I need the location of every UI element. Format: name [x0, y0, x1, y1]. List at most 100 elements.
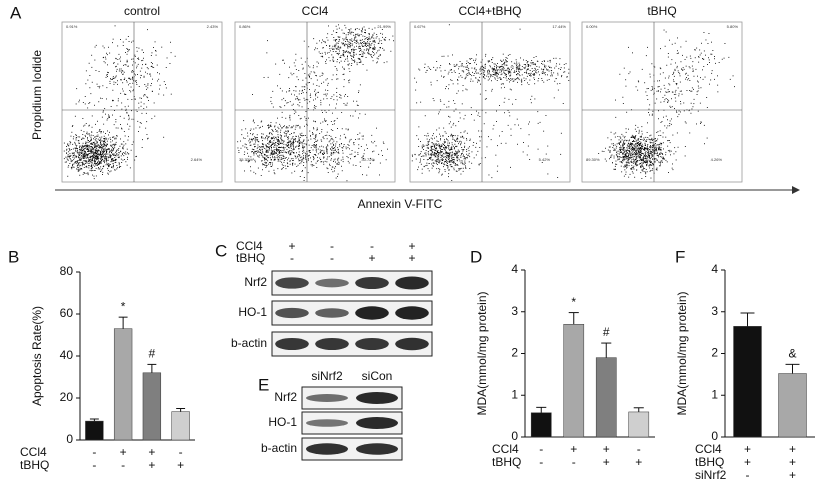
dot — [78, 169, 80, 171]
dot — [343, 55, 345, 57]
dot — [426, 70, 428, 71]
dot — [96, 153, 98, 154]
dot — [347, 34, 349, 36]
dot — [633, 135, 634, 137]
dot — [633, 161, 634, 163]
dot — [479, 73, 481, 75]
dot — [447, 166, 449, 168]
dot — [299, 118, 301, 120]
dot — [309, 130, 311, 132]
dot — [512, 66, 514, 68]
dot — [489, 60, 491, 62]
dot — [288, 137, 290, 139]
dot — [458, 73, 460, 74]
dot — [541, 61, 543, 62]
dot — [692, 61, 694, 63]
dot — [315, 146, 317, 148]
dot — [349, 42, 351, 44]
dot — [73, 152, 75, 153]
dot — [645, 151, 647, 153]
dot — [476, 63, 477, 65]
dot — [662, 72, 664, 74]
dot — [420, 158, 421, 160]
dot — [378, 55, 380, 57]
dot — [560, 69, 561, 70]
dot — [658, 144, 660, 146]
dot — [253, 149, 255, 151]
dot — [646, 146, 648, 148]
dot — [170, 41, 171, 43]
dot — [436, 153, 437, 155]
dot — [668, 140, 670, 141]
dot — [116, 135, 117, 137]
dot — [641, 146, 642, 148]
dot — [642, 148, 644, 150]
dot — [641, 165, 643, 166]
dot — [272, 153, 273, 155]
dot — [383, 38, 385, 40]
dot — [631, 161, 633, 163]
dot — [95, 44, 97, 46]
dot — [112, 153, 114, 155]
dot — [127, 61, 128, 63]
dot — [313, 65, 314, 67]
dot — [418, 138, 419, 140]
dot — [273, 142, 274, 144]
dot — [151, 52, 153, 54]
dot — [439, 99, 441, 101]
dot — [638, 152, 640, 154]
dot — [312, 67, 314, 69]
dot — [315, 98, 316, 100]
dot — [84, 157, 86, 159]
dot — [432, 143, 434, 145]
dot — [458, 66, 460, 68]
dot — [437, 155, 439, 157]
dot — [144, 84, 146, 85]
dot — [640, 172, 642, 174]
dot — [151, 83, 152, 84]
dot — [464, 78, 466, 80]
dot — [355, 53, 357, 55]
dot — [445, 151, 447, 153]
dot — [377, 50, 379, 52]
dot — [337, 152, 339, 154]
dot — [495, 154, 497, 156]
dot — [475, 69, 477, 71]
dot — [260, 126, 261, 128]
dot — [442, 159, 444, 161]
dot — [84, 163, 86, 164]
dot — [636, 139, 638, 141]
dot — [440, 65, 442, 66]
dot — [112, 148, 114, 149]
dot — [94, 146, 96, 148]
dot — [535, 68, 536, 70]
dot — [267, 149, 269, 151]
dot — [77, 136, 79, 138]
dot — [337, 52, 339, 54]
dot — [107, 170, 109, 171]
dot — [100, 161, 102, 162]
dot — [411, 154, 413, 156]
dot — [448, 71, 450, 73]
dot — [102, 149, 104, 150]
dot — [320, 152, 322, 154]
dot — [90, 168, 92, 170]
dot — [672, 74, 674, 75]
dot — [630, 157, 632, 158]
dot — [485, 55, 486, 57]
dot — [620, 137, 622, 139]
dot — [342, 66, 343, 68]
dot — [352, 32, 354, 33]
dot — [348, 41, 350, 43]
dot — [346, 102, 348, 104]
dot — [383, 143, 385, 144]
dot — [266, 52, 268, 54]
dot — [461, 160, 463, 162]
dot — [122, 45, 124, 46]
dot — [622, 160, 624, 162]
dot — [92, 151, 94, 153]
dot — [361, 135, 363, 137]
dot — [619, 144, 620, 145]
dot — [132, 78, 134, 80]
dot — [543, 72, 545, 74]
